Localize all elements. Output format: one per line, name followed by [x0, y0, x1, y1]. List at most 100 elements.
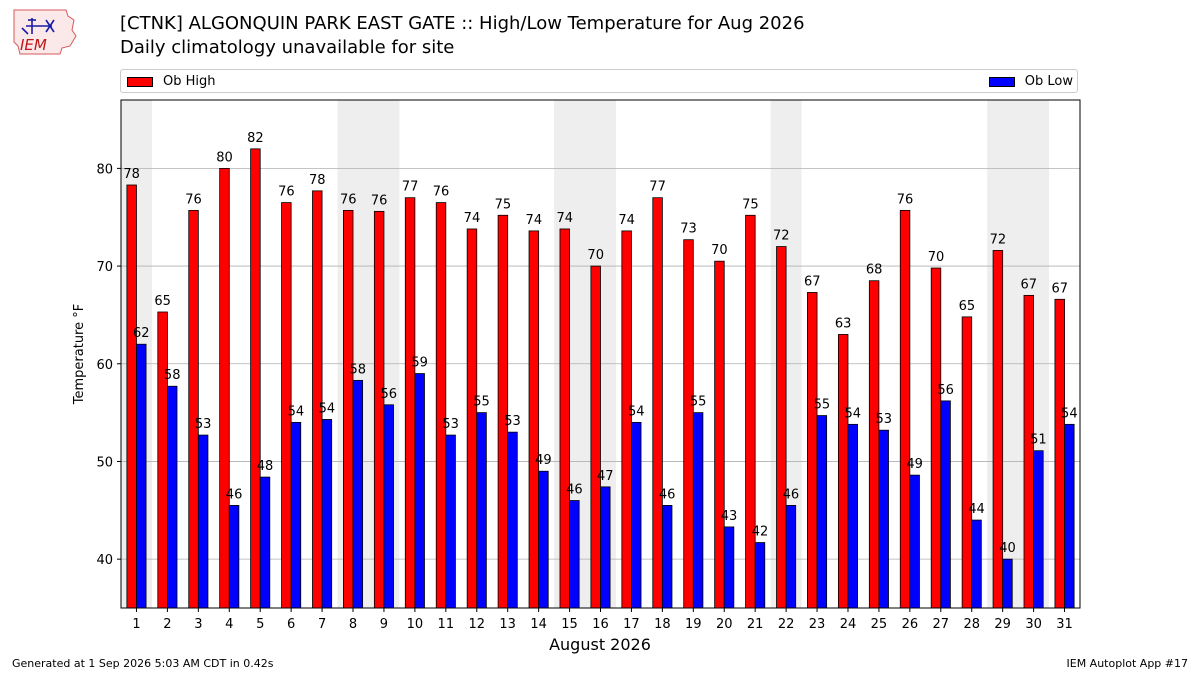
x-tick-label-20: 20 [716, 617, 733, 632]
x-tick-label-5: 5 [256, 617, 264, 632]
x-tick-label-25: 25 [871, 617, 888, 632]
bar-label-low-day-3: 53 [195, 417, 212, 432]
bar-label-low-day-19: 55 [690, 395, 707, 410]
x-tick-label-30: 30 [1025, 617, 1042, 632]
bar-label-high-day-16: 70 [587, 248, 604, 263]
bar-high-day-31 [1054, 298, 1065, 609]
bar-label-high-day-4: 80 [216, 150, 233, 165]
y-tick-label-80: 80 [96, 162, 113, 177]
bar-high-day-27 [930, 267, 942, 609]
bar-label-low-day-21: 42 [752, 525, 769, 540]
x-tick-label-24: 24 [840, 617, 857, 632]
x-tick-label-1: 1 [132, 617, 140, 632]
x-tick-label-9: 9 [380, 617, 388, 632]
y-tick-label-50: 50 [96, 455, 113, 470]
bar-label-high-day-15: 74 [556, 211, 573, 226]
bar-label-high-day-24: 63 [835, 316, 852, 331]
bar-label-low-day-1: 62 [133, 326, 150, 341]
x-tick-label-29: 29 [994, 617, 1011, 632]
bar-high-day-17 [621, 230, 632, 609]
bar-low-day-7 [321, 419, 333, 609]
bar-low-day-11 [445, 434, 456, 609]
bar-label-low-day-22: 46 [783, 487, 800, 502]
bar-label-high-day-26: 76 [897, 192, 914, 207]
y-tick-label-70: 70 [96, 260, 113, 275]
legend-item-high: Ob High [127, 74, 216, 89]
x-axis-label: August 2026 [549, 635, 651, 654]
bar-label-low-day-16: 47 [597, 469, 614, 484]
x-tick-label-19: 19 [685, 617, 702, 632]
iem-logo: IEM [13, 9, 77, 55]
bar-high-day-1 [126, 184, 137, 609]
bar-high-day-15 [559, 228, 570, 609]
x-tick-label-21: 21 [747, 617, 764, 632]
bar-label-low-day-10: 59 [411, 356, 428, 371]
bar-high-day-2 [157, 311, 168, 609]
bar-low-day-1 [136, 343, 147, 609]
x-tick-label-26: 26 [902, 617, 919, 632]
bar-label-high-day-28: 65 [959, 299, 976, 314]
bar-high-day-4 [219, 167, 230, 609]
bar-label-low-day-11: 53 [442, 417, 459, 432]
bar-label-low-day-29: 40 [999, 541, 1016, 556]
bar-high-day-30 [1023, 294, 1034, 609]
bar-label-high-day-29: 72 [990, 232, 1007, 247]
x-tick-label-16: 16 [592, 617, 609, 632]
footer-app: IEM Autoplot App #17 [1066, 657, 1189, 670]
bar-label-high-day-9: 76 [371, 193, 388, 208]
bar-label-high-day-20: 70 [711, 243, 728, 258]
bar-label-high-day-2: 65 [154, 294, 171, 309]
bar-label-high-day-13: 75 [495, 197, 512, 212]
bar-label-high-day-23: 67 [804, 274, 821, 289]
x-tick-label-7: 7 [318, 617, 326, 632]
legend-item-low: Ob Low [988, 74, 1073, 89]
bar-label-high-day-19: 73 [680, 222, 697, 237]
bar-low-day-5 [259, 476, 271, 609]
chart-subtitle: Daily climatology unavailable for site [120, 37, 455, 58]
bar-label-low-day-17: 54 [628, 404, 645, 419]
bar-low-day-6 [290, 421, 302, 609]
legend-label-high: Ob High [163, 74, 216, 89]
bar-low-day-4 [228, 505, 240, 609]
bar-high-day-25 [868, 280, 880, 609]
x-tick-label-11: 11 [438, 617, 455, 632]
bar-label-low-day-27: 56 [937, 383, 954, 398]
bar-high-day-18 [652, 197, 663, 609]
legend-swatch-low [988, 76, 1015, 87]
legend-swatch-high [127, 76, 153, 87]
bar-low-day-18 [661, 505, 673, 609]
bar-low-day-3 [197, 434, 209, 609]
bar-high-day-28 [961, 316, 973, 609]
bar-low-day-12 [476, 412, 487, 609]
bar-low-day-23 [816, 415, 828, 609]
bar-label-low-day-23: 55 [814, 398, 831, 413]
bar-label-high-day-6: 76 [278, 185, 295, 200]
x-tick-label-28: 28 [963, 617, 980, 632]
x-tick-label-18: 18 [654, 617, 671, 632]
bar-low-day-28 [971, 519, 982, 609]
bar-label-high-day-22: 72 [773, 229, 790, 244]
y-tick-label-60: 60 [96, 358, 113, 373]
bar-label-low-day-25: 53 [875, 412, 892, 427]
bar-high-day-7 [312, 190, 323, 609]
bar-high-day-14 [528, 230, 540, 609]
bar-label-low-day-6: 54 [288, 404, 305, 419]
bar-label-low-day-20: 43 [721, 509, 738, 524]
x-tick-label-3: 3 [194, 617, 202, 632]
bar-low-day-30 [1033, 450, 1044, 609]
bar-low-day-26 [909, 474, 920, 609]
bar-low-day-15 [569, 500, 580, 609]
bar-high-day-16 [590, 265, 601, 609]
bar-high-day-21 [745, 214, 756, 609]
chart-title: [CTNK] ALGONQUIN PARK EAST GATE :: High/… [120, 13, 805, 34]
bar-label-high-day-11: 76 [433, 185, 450, 200]
bar-high-day-22 [776, 246, 787, 609]
x-tick-label-8: 8 [349, 617, 357, 632]
bar-high-day-11 [435, 202, 447, 609]
bar-label-low-day-30: 51 [1030, 433, 1047, 448]
y-axis-label: Temperature °F [72, 304, 87, 405]
x-tick-label-17: 17 [623, 617, 640, 632]
bar-low-day-13 [507, 431, 518, 609]
bar-label-low-day-5: 48 [257, 459, 274, 474]
